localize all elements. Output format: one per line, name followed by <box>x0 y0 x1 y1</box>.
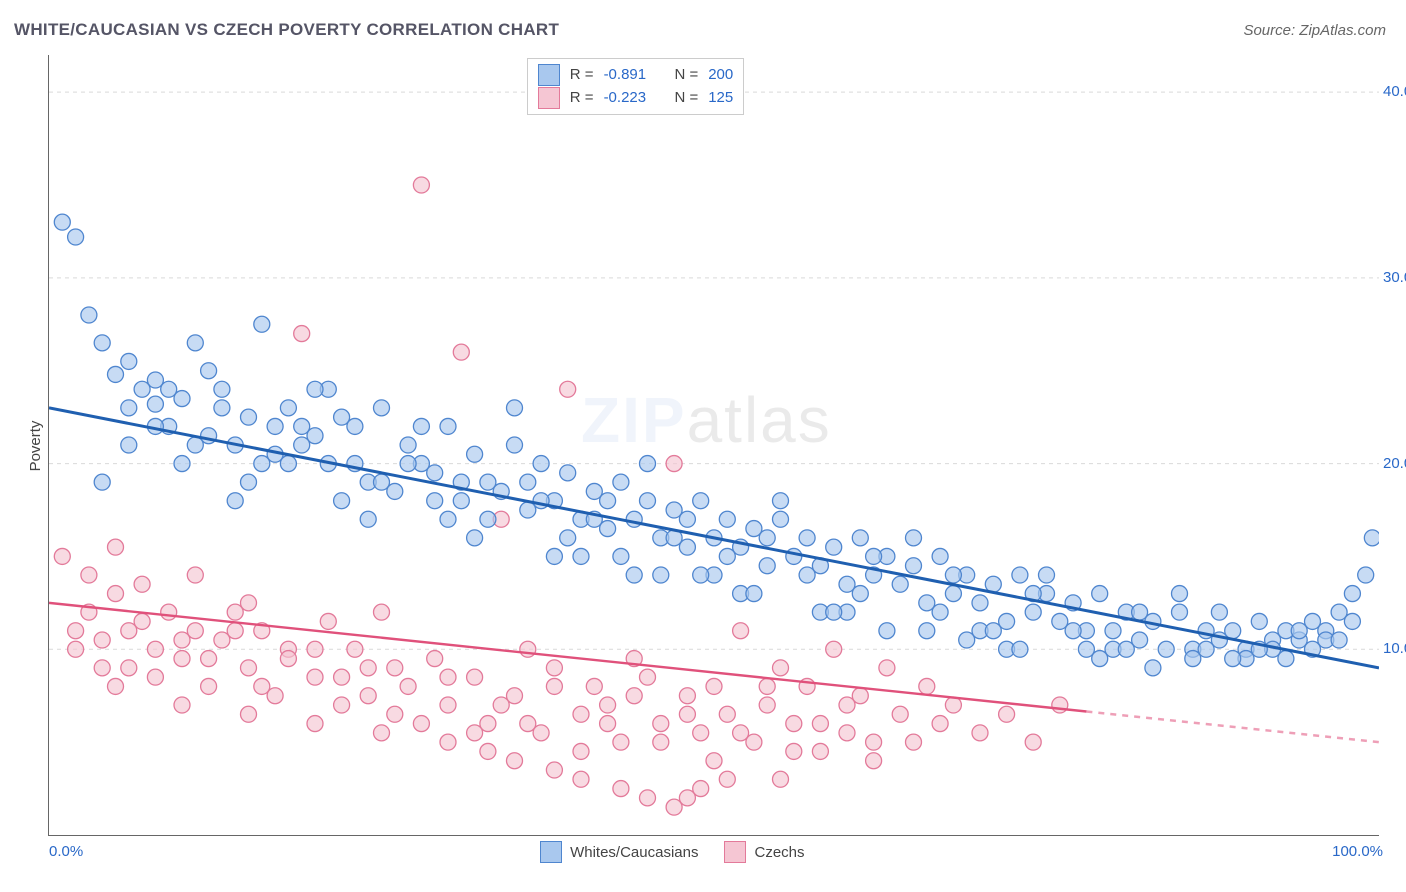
legend-swatch <box>540 841 562 863</box>
legend-stat-row: R =-0.891 N =200 <box>538 63 733 86</box>
legend-swatch <box>724 841 746 863</box>
scatter-plot: ZIPatlas 10.0%20.0%30.0%40.0%0.0%100.0% <box>48 55 1379 836</box>
chart-title: WHITE/CAUCASIAN VS CZECH POVERTY CORRELA… <box>14 20 559 40</box>
legend-stat-row: R =-0.223 N =125 <box>538 86 733 109</box>
source-attribution: Source: ZipAtlas.com <box>1243 22 1386 39</box>
correlation-legend: R =-0.891 N =200 R =-0.223 N =125 <box>527 58 744 115</box>
legend-swatch <box>538 87 560 109</box>
legend-series-item: Whites/Caucasians <box>540 841 698 863</box>
y-tick-label: 30.0% <box>1383 269 1406 286</box>
x-tick-label: 0.0% <box>49 843 83 860</box>
series-legend: Whites/Caucasians Czechs <box>540 841 804 863</box>
y-tick-label: 40.0% <box>1383 83 1406 100</box>
legend-series-item: Czechs <box>724 841 804 863</box>
x-tick-label: 100.0% <box>1332 843 1383 860</box>
y-axis-label: Poverty <box>27 421 44 472</box>
plot-canvas <box>49 55 1379 835</box>
legend-swatch <box>538 64 560 86</box>
y-tick-label: 10.0% <box>1383 640 1406 657</box>
y-tick-label: 20.0% <box>1383 455 1406 472</box>
